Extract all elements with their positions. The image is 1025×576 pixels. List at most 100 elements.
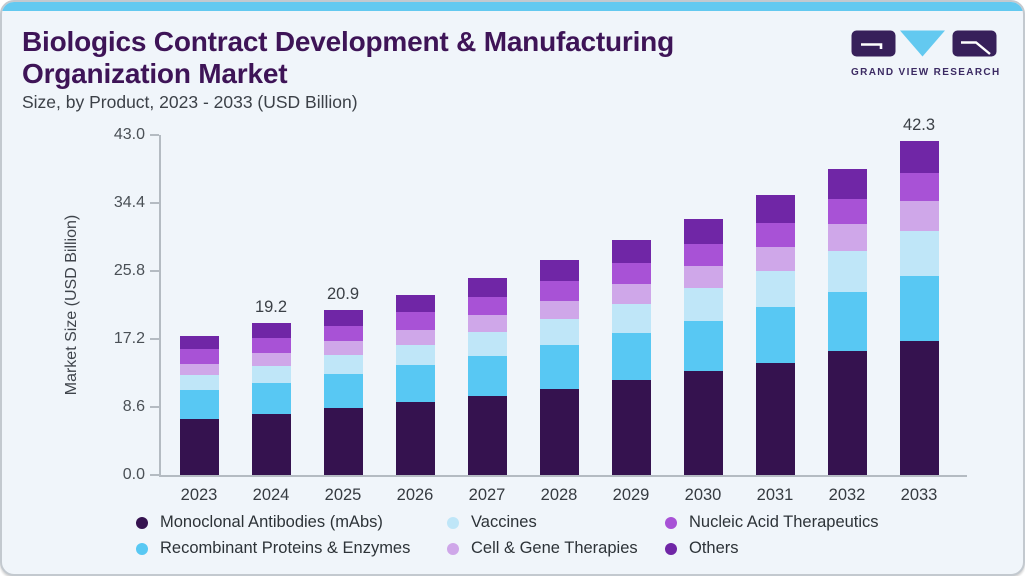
segment-nucleic-acid-therapeutics: [467, 297, 507, 316]
x-axis-label: 2027: [468, 486, 506, 504]
gvr-logo-wordmark: GRAND VIEW RESEARCH: [851, 67, 1001, 78]
x-axis-label: 2026: [396, 486, 434, 504]
segment-monoclonal-antibodies-mabs-: [467, 395, 507, 475]
x-axis-label: 2028: [540, 486, 578, 504]
segment-others: [683, 218, 723, 245]
page-subtitle: Size, by Product, 2023 - 2033 (USD Billi…: [22, 92, 358, 112]
segment-recombinant-proteins-enzymes: [827, 291, 867, 351]
segment-cell-gene-therapies: [899, 200, 939, 231]
segment-monoclonal-antibodies-mabs-: [827, 350, 867, 475]
x-axis-label: 2023: [180, 486, 218, 504]
segment-monoclonal-antibodies-mabs-: [899, 340, 939, 475]
bar-2028: 2028: [539, 135, 579, 504]
bar-2029: 2029: [611, 135, 651, 504]
segment-nucleic-acid-therapeutics: [827, 199, 867, 225]
bar-2033: 42.3 2033: [899, 116, 939, 504]
y-tick-mark: [150, 474, 159, 476]
bar-value-label: 20.9: [326, 284, 360, 303]
bar-2024: 19.2 2024: [251, 135, 291, 504]
page-title: Biologics Contract Development & Manufac…: [22, 26, 674, 89]
segment-cell-gene-therapies: [251, 353, 291, 366]
segment-others: [179, 335, 219, 350]
segment-others: [539, 259, 579, 282]
segment-nucleic-acid-therapeutics: [395, 312, 435, 330]
segment-monoclonal-antibodies-mabs-: [323, 407, 363, 475]
segment-cell-gene-therapies: [539, 301, 579, 320]
segment-others: [467, 278, 507, 298]
segment-vaccines: [323, 354, 363, 374]
legend-label: Recombinant Proteins & Enzymes: [160, 539, 411, 557]
segment-cell-gene-therapies: [827, 224, 867, 252]
segment-vaccines: [539, 319, 579, 346]
segment-recombinant-proteins-enzymes: [395, 365, 435, 403]
segment-nucleic-acid-therapeutics: [755, 222, 795, 247]
segment-monoclonal-antibodies-mabs-: [539, 388, 579, 475]
chart-legend: Monoclonal Antibodies (mAbs) Vaccines Nucl…: [136, 513, 879, 558]
segment-recombinant-proteins-enzymes: [323, 373, 363, 408]
segment-nucleic-acid-therapeutics: [251, 338, 291, 354]
y-tick-mark: [150, 270, 159, 272]
y-tick-label: 34.4: [113, 194, 145, 211]
y-tick-label: 25.8: [113, 262, 145, 279]
y-tick-label: 43.0: [113, 126, 145, 143]
segment-vaccines: [899, 230, 939, 276]
legend-color-dot: [447, 542, 459, 555]
segment-vaccines: [611, 304, 651, 334]
segment-recombinant-proteins-enzymes: [251, 382, 291, 415]
stacked-bar-chart: Market Size (USD Billion) 0.0 8.6 17.2 25.8…: [63, 116, 967, 504]
legend-label: Vaccines: [471, 513, 537, 531]
segment-cell-gene-therapies: [683, 266, 723, 289]
legend-item: Monoclonal Antibodies (mAbs): [136, 513, 447, 532]
legend-color-dot: [665, 542, 677, 555]
bar-2025: 20.9 2025: [323, 135, 363, 504]
segment-others: [899, 140, 939, 173]
y-tick-label: 0.0: [122, 466, 145, 483]
segment-monoclonal-antibodies-mabs-: [611, 380, 651, 475]
segment-nucleic-acid-therapeutics: [323, 325, 363, 342]
segment-cell-gene-therapies: [323, 341, 363, 355]
segment-cell-gene-therapies: [611, 283, 651, 305]
legend-item: Nucleic Acid Therapeutics: [665, 513, 879, 532]
segment-others: [827, 169, 867, 200]
segment-monoclonal-antibodies-mabs-: [395, 402, 435, 475]
legend-color-dot: [447, 516, 459, 529]
segment-vaccines: [179, 374, 219, 390]
y-tick-mark: [150, 134, 159, 136]
segment-nucleic-acid-therapeutics: [899, 172, 939, 201]
bar-2030: 2030: [683, 135, 723, 504]
legend-color-dot: [136, 516, 148, 529]
x-axis-line: [159, 475, 967, 477]
legend-item: Recombinant Proteins & Enzymes: [136, 539, 447, 558]
legend-item: Others: [665, 539, 879, 558]
segment-recombinant-proteins-enzymes: [179, 389, 219, 419]
y-axis-line: [159, 135, 161, 477]
segment-cell-gene-therapies: [755, 246, 795, 271]
segment-vaccines: [755, 271, 795, 308]
segment-vaccines: [251, 365, 291, 383]
segment-monoclonal-antibodies-mabs-: [755, 362, 795, 475]
segment-monoclonal-antibodies-mabs-: [179, 418, 219, 475]
segment-others: [611, 240, 651, 264]
segment-recombinant-proteins-enzymes: [899, 275, 939, 341]
x-axis-label: 2032: [828, 486, 866, 504]
accent-top-bar: [2, 2, 1023, 11]
legend-label: Monoclonal Antibodies (mAbs): [160, 513, 383, 531]
grand-view-research-logo: GRAND VIEW RESEARCH: [851, 30, 1001, 78]
segment-nucleic-acid-therapeutics: [179, 349, 219, 364]
segment-recombinant-proteins-enzymes: [683, 320, 723, 372]
legend-color-dot: [136, 542, 148, 555]
bar-2023: 2023: [179, 135, 219, 504]
segment-cell-gene-therapies: [179, 363, 219, 375]
segment-nucleic-acid-therapeutics: [683, 244, 723, 267]
x-axis-label: 2024: [252, 486, 290, 504]
y-tick-mark: [150, 202, 159, 204]
y-tick-label: 17.2: [113, 330, 145, 347]
legend-label: Cell & Gene Therapies: [471, 539, 638, 557]
bar-value-label: 19.2: [254, 298, 288, 317]
legend-label: Others: [689, 539, 739, 557]
segment-vaccines: [395, 344, 435, 366]
segment-monoclonal-antibodies-mabs-: [683, 371, 723, 475]
x-axis-label: 2031: [756, 486, 794, 504]
segment-cell-gene-therapies: [467, 315, 507, 332]
